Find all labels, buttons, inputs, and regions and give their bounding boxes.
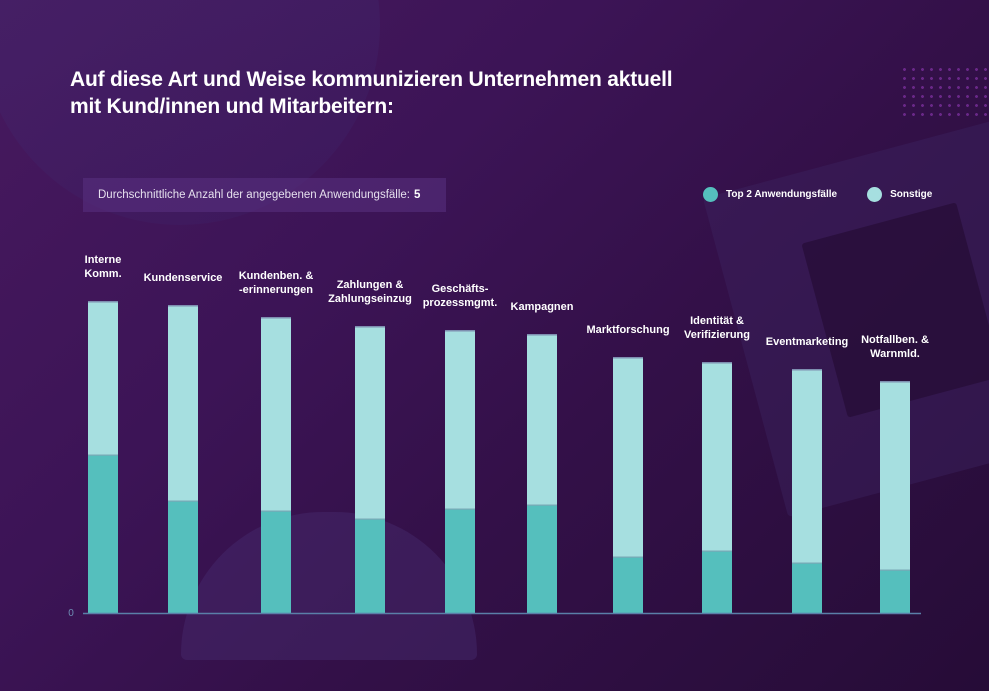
bar-segment-top2	[355, 519, 385, 613]
bar-top-edge	[527, 334, 557, 336]
chart-title: Auf diese Art und Weise kommunizieren Un…	[70, 66, 770, 120]
y-tick-label-zero: 0	[68, 608, 74, 619]
bar-segment-top2	[261, 511, 291, 613]
category-label-line: Eventmarketing	[766, 336, 849, 348]
bar-segment-others	[88, 301, 118, 455]
bar-top-edge	[261, 317, 291, 319]
category-label-line: Marktforschung	[586, 324, 669, 336]
chart-title-line-1: Auf diese Art und Weise kommunizieren Un…	[70, 68, 673, 91]
category-label-line: -erinnerungen	[239, 284, 313, 296]
chart-title-line-2: mit Kund/innen und Mitarbeitern:	[70, 95, 394, 118]
bar-segment-divider	[880, 569, 910, 571]
average-use-cases-box: Durchschnittliche Anzahl der angegebenen…	[83, 178, 446, 212]
bar-segment-divider	[355, 518, 385, 520]
legend-label-others: Sonstige	[890, 189, 933, 200]
bar-segment-divider	[168, 500, 198, 502]
bar-segment-others	[445, 330, 475, 509]
legend-label-top2: Top 2 Anwendungsfälle	[726, 189, 838, 200]
bar-top-edge	[168, 305, 198, 307]
category-label-line: Interne	[85, 254, 122, 266]
category-label-line: Kundenben. &	[239, 270, 314, 282]
category-label: Marktforschung	[586, 324, 669, 336]
bar-segment-divider	[261, 510, 291, 512]
bar-segment-top2	[527, 505, 557, 613]
bar-segment-top2	[613, 557, 643, 613]
category-label-line: Kampagnen	[511, 301, 574, 313]
category-label-line: Notfallben. &	[861, 334, 929, 346]
bar-segment-divider	[527, 504, 557, 506]
category-label: Geschäfts-prozessmgmt.	[423, 283, 498, 309]
category-label: Kundenservice	[144, 272, 223, 284]
bar-segment-others	[168, 305, 198, 501]
bar-segment-divider	[792, 562, 822, 564]
bar-segment-others	[355, 326, 385, 519]
bar-segment-others	[880, 381, 910, 570]
bar-top-edge	[355, 326, 385, 328]
legend-item-top2: Top 2 Anwendungsfälle	[703, 187, 837, 202]
category-label-line: prozessmgmt.	[423, 297, 498, 309]
category-label-line: Identität &	[690, 315, 744, 327]
average-use-cases-value: 5	[414, 189, 421, 201]
bar-segment-top2	[168, 501, 198, 613]
bar-segment-others	[702, 362, 732, 551]
bar-segment-top2	[445, 509, 475, 613]
category-label-line: Geschäfts-	[432, 283, 489, 295]
legend-swatch-top2	[703, 187, 718, 202]
bar-segment-divider	[613, 556, 643, 558]
category-label: Kampagnen	[511, 301, 574, 313]
category-label: Identität & Verifizierung	[684, 315, 750, 341]
bar-segment-top2	[702, 551, 732, 613]
bar-segment-top2	[88, 455, 118, 613]
bar-segment-others	[261, 317, 291, 511]
legend-item-others: Sonstige	[867, 187, 932, 202]
bar-segment-others	[792, 369, 822, 563]
bars-group	[88, 301, 910, 613]
category-label-line: Kundenservice	[144, 272, 223, 284]
average-use-cases-label: Durchschnittliche Anzahl der angegebenen…	[98, 189, 410, 201]
bar-top-edge	[702, 362, 732, 364]
bar-top-edge	[880, 381, 910, 383]
bar-segment-others	[527, 334, 557, 505]
category-label-line: Warnmld.	[870, 348, 920, 360]
category-label-line: Komm.	[84, 268, 121, 280]
bar-top-edge	[88, 301, 118, 303]
bar-top-edge	[613, 357, 643, 359]
bar-top-edge	[445, 330, 475, 332]
bar-segment-divider	[702, 550, 732, 552]
chart-legend: Top 2 Anwendungsfälle Sonstige	[703, 187, 932, 202]
bar-segment-top2	[792, 563, 822, 613]
category-label-line: Zahlungseinzug	[328, 293, 412, 305]
category-label: Eventmarketing	[766, 336, 849, 348]
category-label: Zahlungen & Zahlungseinzug	[328, 279, 412, 305]
bar-top-edge	[792, 369, 822, 371]
legend-swatch-others	[867, 187, 883, 202]
bar-segment-others	[613, 357, 643, 557]
bar-segment-divider	[88, 454, 118, 456]
category-label-line: Zahlungen &	[337, 279, 404, 291]
category-label: Notfallben. & Warnmld.	[861, 334, 929, 360]
bar-segment-divider	[445, 508, 475, 510]
bar-segment-top2	[880, 570, 910, 613]
category-labels-group: Interne Komm. Kundenservice Kundenben. & -er…	[84, 254, 929, 360]
category-label: Kundenben. & -erinnerungen	[239, 270, 314, 296]
category-label-line: Verifizierung	[684, 329, 750, 341]
category-label: Interne Komm.	[84, 254, 121, 280]
